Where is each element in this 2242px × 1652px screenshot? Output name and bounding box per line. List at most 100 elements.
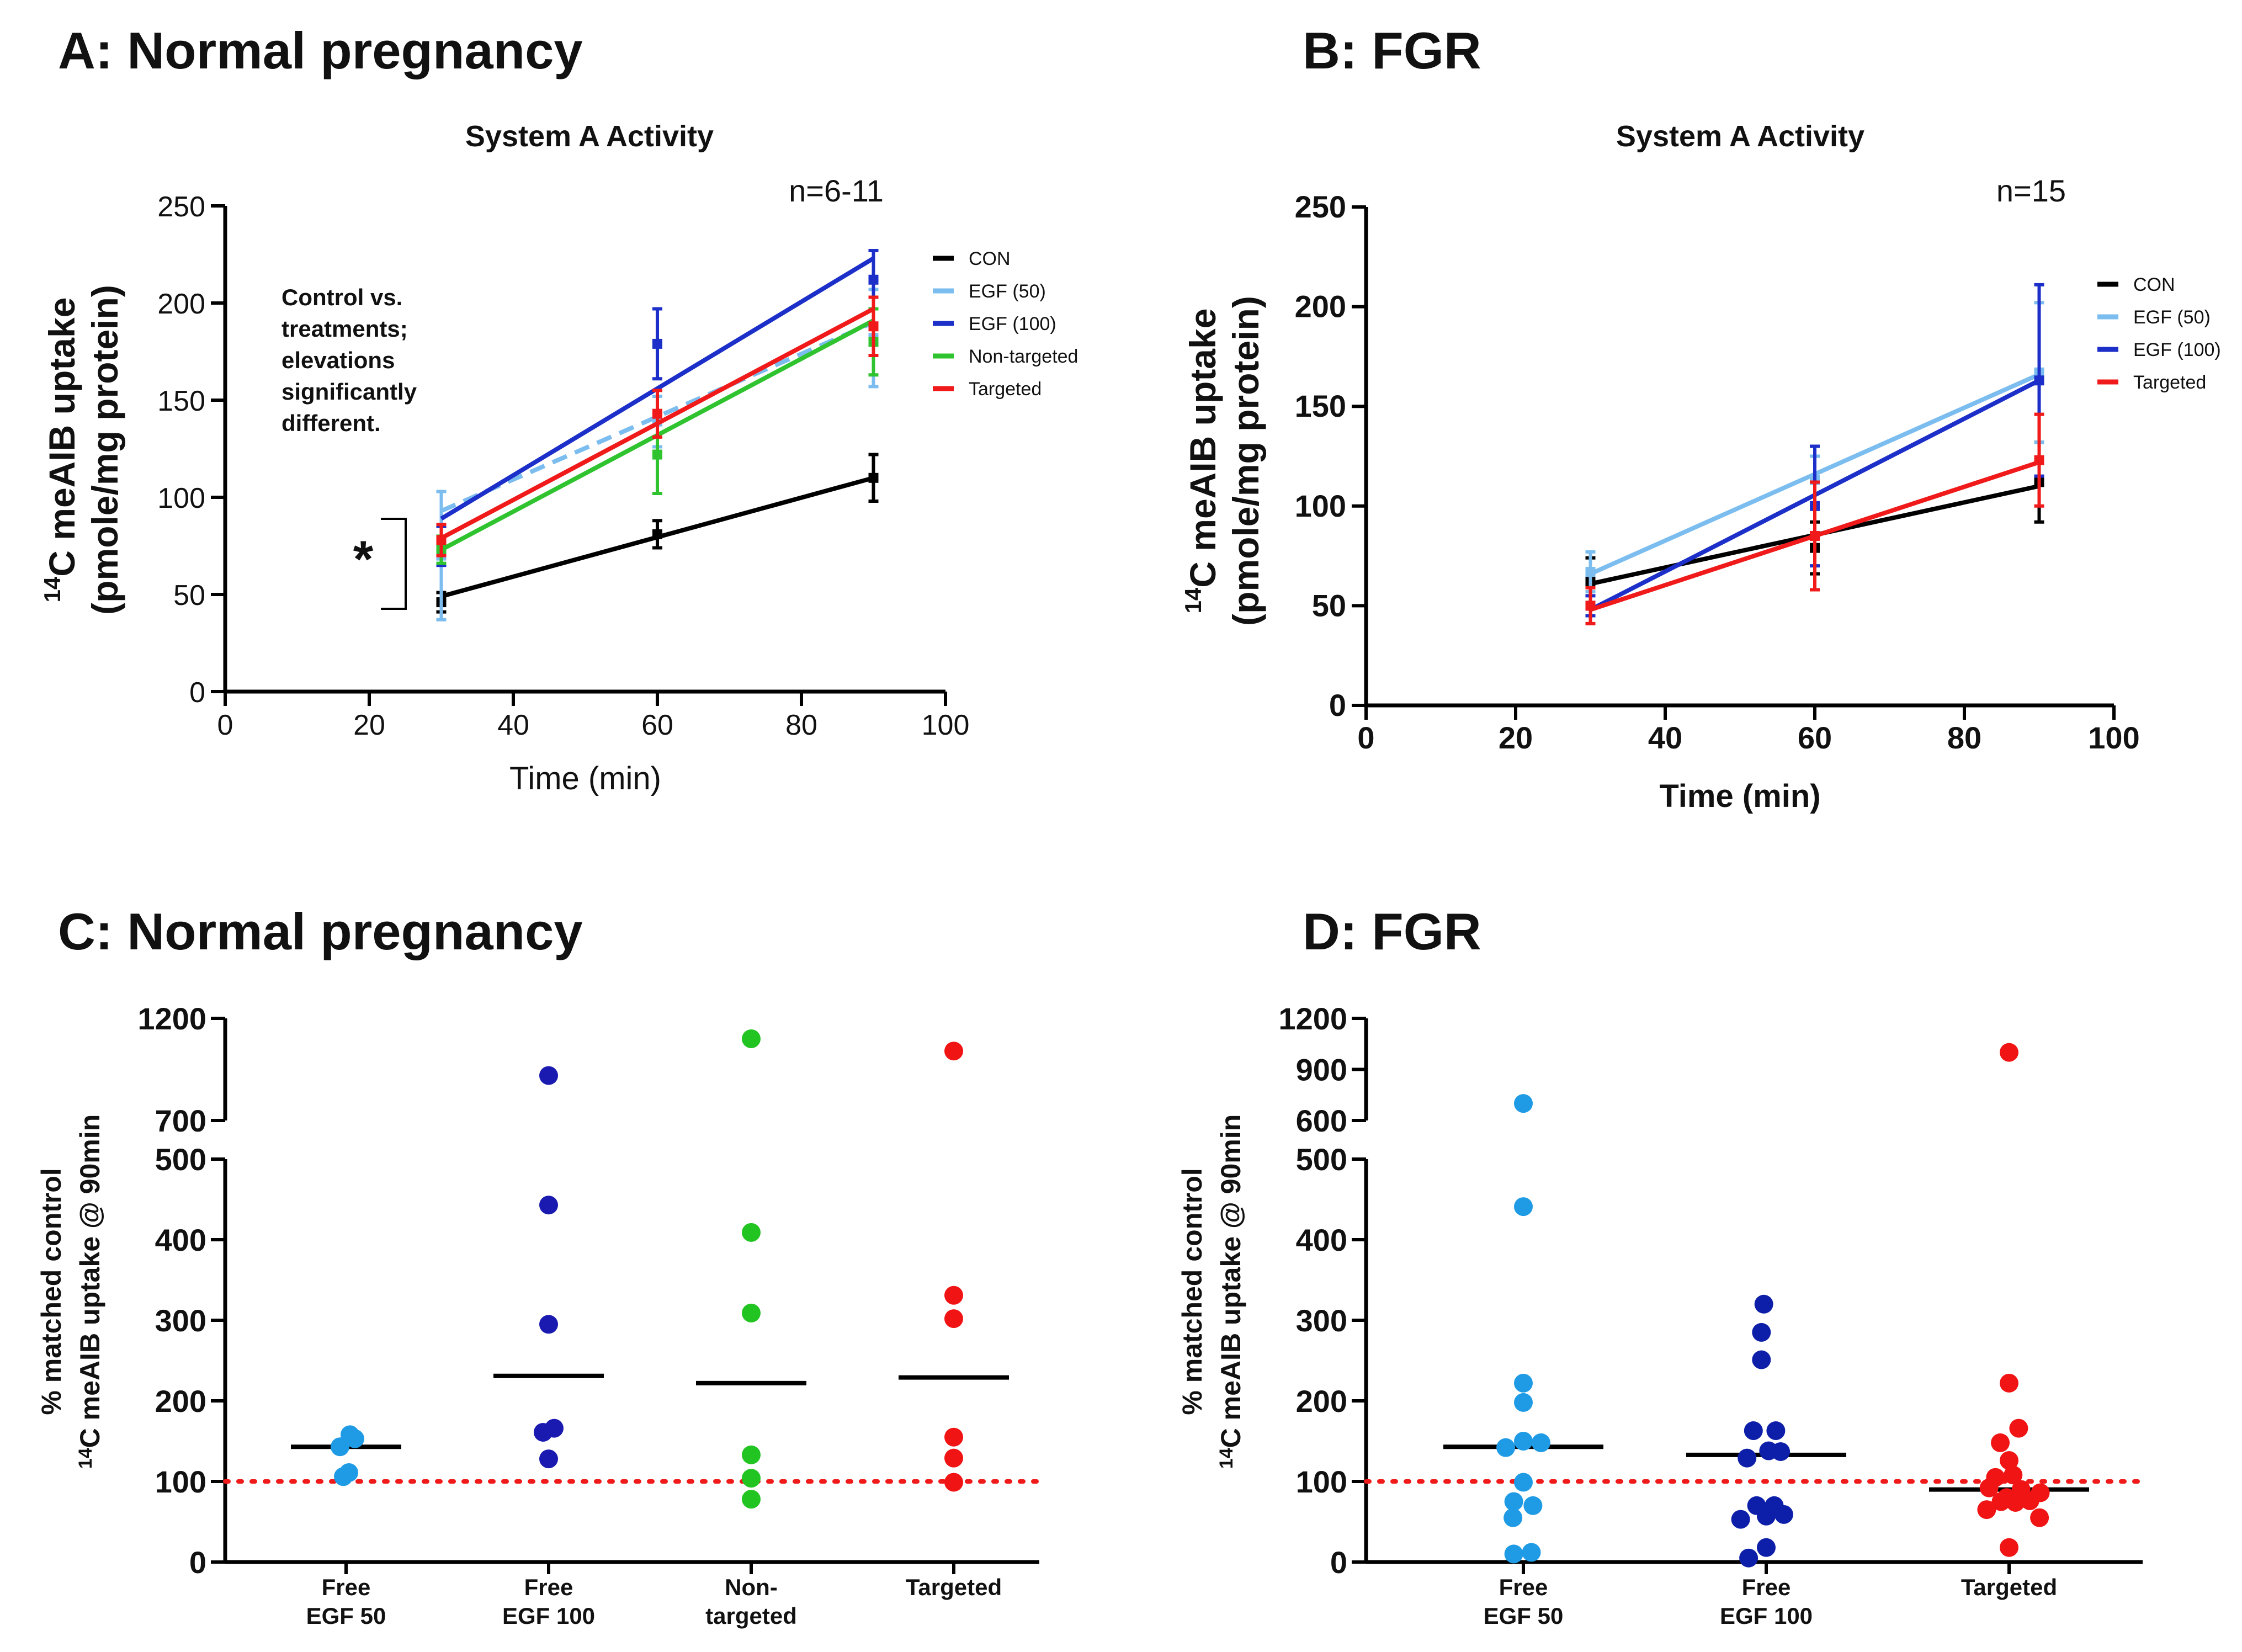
data-point <box>2000 1538 2018 1557</box>
fit-line <box>440 475 874 599</box>
data-point <box>1991 1492 2011 1511</box>
data-point <box>1503 1508 1523 1527</box>
y-tick-label: 0 <box>1330 1545 1347 1580</box>
data-point <box>1752 1322 1771 1342</box>
y-tick-label: 150 <box>157 385 205 417</box>
y-tick-label: 0 <box>189 1545 206 1580</box>
y-tick-label: 300 <box>1296 1303 1347 1338</box>
category-label: EGF 100 <box>1720 1603 1813 1629</box>
group-free-egf-50 <box>291 1425 401 1486</box>
x-axis-label: Time (min) <box>1659 778 1820 814</box>
panel-c-label: C: Normal pregnancy <box>58 902 583 960</box>
series-targeted <box>436 295 879 557</box>
category-label: EGF 50 <box>1484 1603 1564 1629</box>
legend-label: CON <box>2133 274 2175 295</box>
x-tick-label: 60 <box>1798 720 1832 755</box>
data-point <box>2030 1508 2049 1527</box>
group-targeted <box>1929 1043 2089 1557</box>
x-tick-label: 80 <box>1947 720 1981 755</box>
category-label: targeted <box>705 1603 797 1629</box>
category-label: EGF 100 <box>502 1603 595 1629</box>
data-point <box>545 1419 564 1438</box>
data-point <box>742 1469 761 1488</box>
y-tick-label: 200 <box>1295 289 1346 324</box>
data-point <box>742 1490 761 1509</box>
series-targeted <box>1585 412 2044 625</box>
group-free-egf-100 <box>1686 1294 1846 1568</box>
data-point <box>1514 1094 1533 1113</box>
y-tick-label: 100 <box>157 482 205 514</box>
data-point <box>1514 1473 1533 1492</box>
data-point <box>539 1449 558 1469</box>
data-point <box>2004 1465 2023 1485</box>
category-label: Targeted <box>1961 1574 2057 1600</box>
data-point <box>1754 1294 1773 1314</box>
y-tick-label: 700 <box>155 1103 206 1138</box>
data-point <box>1774 1505 1793 1524</box>
data-point <box>2000 1373 2018 1393</box>
x-tick-label: 0 <box>1357 720 1374 755</box>
legend-label: EGF (100) <box>969 314 1056 334</box>
data-point <box>1757 1506 1776 1526</box>
chart-d-uptake-fgr: 0 100 200 300 400 500 600 900 1200 % matched cont… <box>1177 1001 2145 1629</box>
data-point <box>944 1427 963 1447</box>
data-point <box>1514 1373 1533 1393</box>
category-label: EGF 50 <box>306 1603 386 1629</box>
group-non-targeted <box>696 1029 806 1509</box>
data-point <box>339 1463 358 1482</box>
data-point <box>1523 1496 1543 1515</box>
chart-c-uptake-normal: 0 100 200 300 400 500 700 1200 % matched control… <box>36 1001 1042 1629</box>
data-point <box>742 1223 761 1242</box>
y-tick-label: 600 <box>1296 1103 1347 1138</box>
category-label: Free <box>1499 1574 1548 1600</box>
annotation-text: Control vs. <box>281 284 402 310</box>
data-point <box>868 274 879 285</box>
data-point <box>1744 1421 1763 1441</box>
chart-title: System A Activity <box>465 120 714 153</box>
y-tick-label: 50 <box>1312 588 1346 623</box>
category-label: Free <box>524 1574 573 1600</box>
y-tick-label: 50 <box>173 580 205 612</box>
data-point <box>742 1303 761 1322</box>
x-tick-label: 40 <box>1648 720 1682 755</box>
data-point <box>1757 1538 1776 1557</box>
data-point <box>742 1029 761 1048</box>
x-tick-label: 20 <box>353 709 385 741</box>
category-label: Free <box>322 1574 371 1600</box>
y-tick-label: 200 <box>157 288 205 320</box>
data-point <box>652 408 662 419</box>
chart-a-system-a-normal: System A Activity n=6-11 0 50 100 150 200 250 0 2… <box>39 120 1078 796</box>
y-axis-label: % matched control14C meAIB uptake @ 90mi… <box>1177 1114 1246 1469</box>
x-tick-label: 100 <box>922 709 970 741</box>
data-point <box>1514 1197 1533 1217</box>
annotation-text: significantly <box>281 379 417 405</box>
y-tick-label: 250 <box>1295 189 1346 224</box>
x-tick-label: 40 <box>497 709 529 741</box>
data-point <box>1531 1433 1550 1452</box>
data-point <box>742 1445 761 1464</box>
y-tick-label: 150 <box>1295 389 1346 423</box>
data-point <box>346 1429 364 1448</box>
x-tick-label: 100 <box>2088 720 2139 755</box>
y-tick-label: 200 <box>1296 1384 1347 1419</box>
data-point <box>1986 1468 2005 1487</box>
data-point <box>2000 1043 2018 1062</box>
annotation-text: elevations <box>281 347 395 373</box>
legend-label: Targeted <box>2133 372 2206 393</box>
x-tick-label: 0 <box>217 709 233 741</box>
category-label: Free <box>1742 1574 1791 1600</box>
data-point <box>1977 1500 1996 1520</box>
y-tick-label: 100 <box>1296 1464 1347 1499</box>
y-tick-label: 400 <box>1296 1223 1347 1257</box>
y-tick-label: 900 <box>1296 1053 1347 1087</box>
data-point <box>1738 1448 1757 1468</box>
y-axis-label: % matched control14C meAIB uptake @ 90mi… <box>36 1114 105 1469</box>
x-tick-label: 80 <box>785 709 817 741</box>
fit-line <box>1590 460 2040 612</box>
legend-label: Non-targeted <box>969 346 1078 367</box>
data-point <box>652 338 662 349</box>
data-point <box>652 449 662 460</box>
data-point <box>1522 1543 1541 1562</box>
data-point <box>1504 1492 1523 1511</box>
panel-d-label: D: FGR <box>1303 902 1481 960</box>
